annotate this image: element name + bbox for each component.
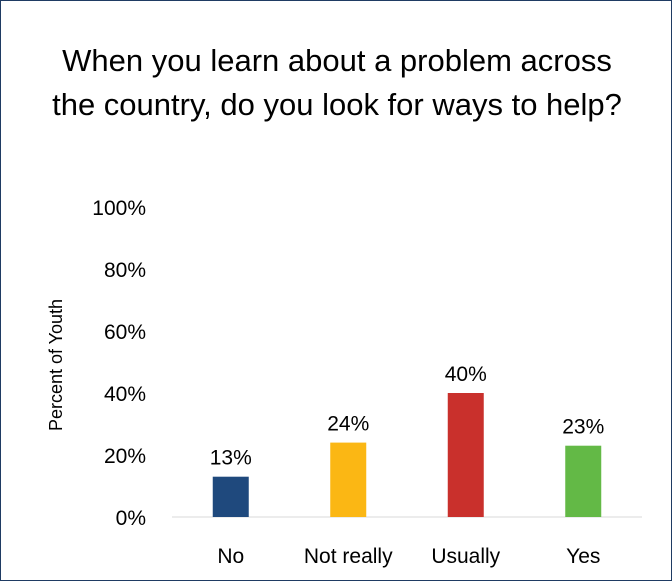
- y-tick-label: 100%: [92, 197, 146, 220]
- y-tick-label: 80%: [104, 259, 146, 282]
- data-label: 13%: [210, 447, 252, 470]
- chart-title: When you learn about a problem across th…: [52, 43, 622, 122]
- data-labels: 13% 24% 40% 23%: [210, 363, 605, 470]
- bar-no: [212, 476, 249, 517]
- data-label: 23%: [562, 416, 604, 439]
- category-label: Yes: [566, 545, 600, 568]
- y-axis-label: Percent of Youth: [46, 299, 66, 431]
- category-label: Usually: [431, 545, 500, 568]
- data-label: 24%: [327, 413, 369, 436]
- y-tick-label: 0%: [116, 507, 146, 530]
- category-labels: No Not really Usually Yes: [217, 545, 600, 568]
- data-label: 40%: [445, 363, 487, 386]
- bars: [212, 393, 602, 517]
- y-tick-label: 40%: [104, 383, 146, 406]
- y-tick-label: 60%: [104, 321, 146, 344]
- bar-yes: [565, 445, 602, 517]
- bar-usually: [447, 393, 484, 517]
- category-label: Not really: [304, 545, 393, 568]
- y-axis-ticks: 0% 20% 40% 60% 80% 100%: [92, 197, 146, 530]
- category-label: No: [217, 545, 244, 568]
- y-tick-label: 20%: [104, 445, 146, 468]
- bar-not-really: [330, 442, 367, 517]
